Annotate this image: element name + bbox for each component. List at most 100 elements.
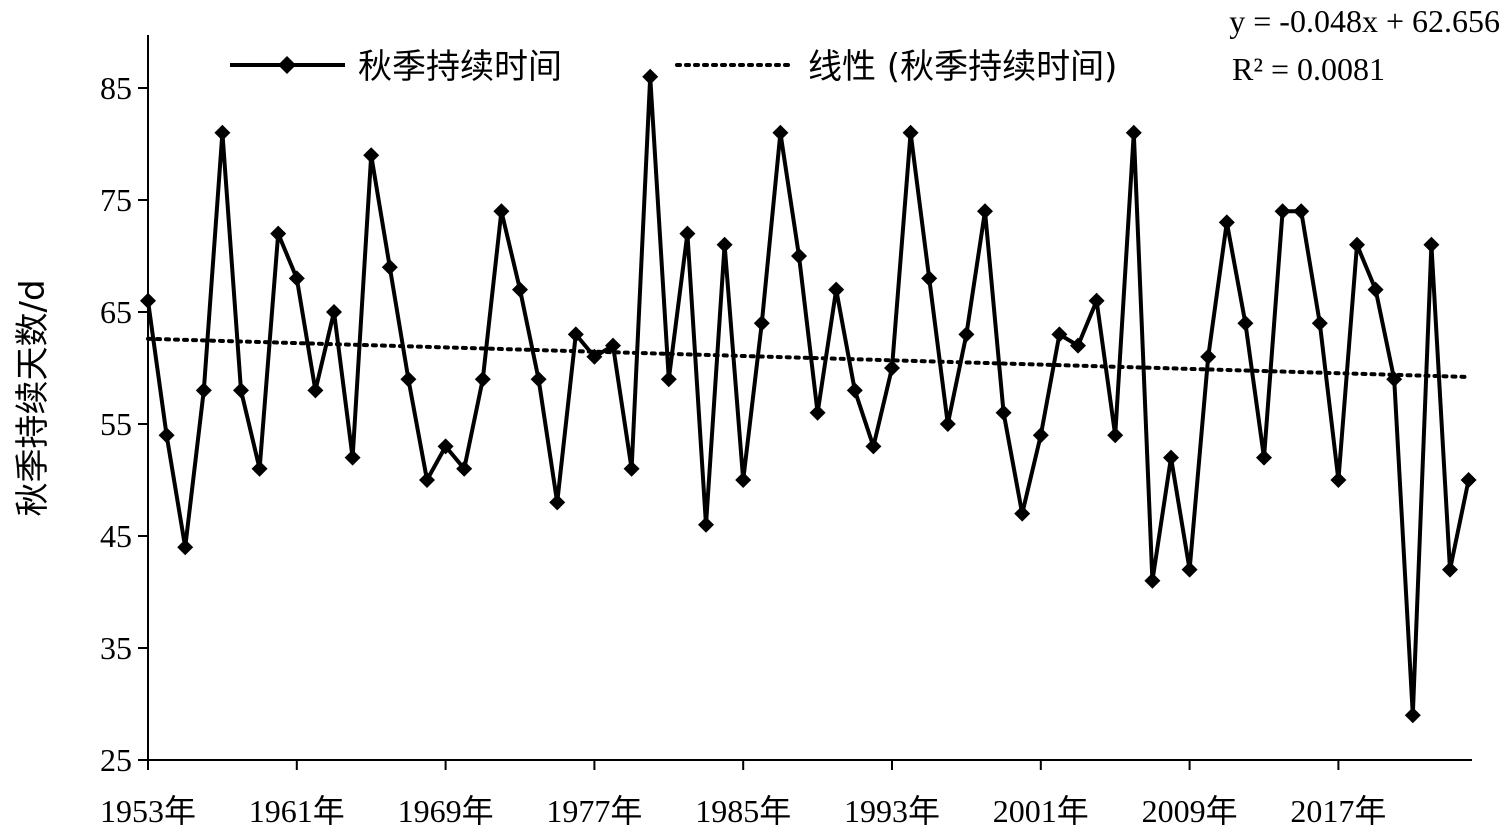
y-tick-label: 55	[100, 406, 132, 442]
data-point-1970	[456, 460, 473, 477]
data-point-2016	[1311, 315, 1328, 332]
data-point-1981	[660, 371, 677, 388]
data-point-2003	[1070, 337, 1086, 354]
y-tick-label: 45	[100, 518, 132, 554]
data-point-2013	[1256, 449, 1272, 466]
data-point-2020	[1386, 371, 1403, 388]
data-point-1965	[363, 147, 380, 164]
data-point-1980	[642, 68, 659, 85]
data-point-2012	[1237, 315, 1254, 332]
data-point-2006	[1125, 124, 1142, 141]
data-point-1986	[753, 315, 770, 332]
data-point-1955	[177, 539, 194, 556]
data-point-1974	[530, 371, 547, 388]
data-point-2007	[1144, 572, 1161, 589]
data-point-1956	[195, 382, 212, 399]
y-tick-label: 35	[100, 630, 132, 666]
data-point-1987	[772, 124, 789, 141]
y-tick-label: 65	[100, 294, 132, 330]
x-tick-label: 1953年	[100, 793, 196, 829]
x-tick-label: 1961年	[249, 793, 345, 829]
data-point-2019	[1367, 281, 1384, 298]
data-point-1954	[158, 427, 175, 444]
data-point-1953	[140, 292, 156, 309]
data-point-2002	[1051, 326, 1068, 343]
data-point-2022	[1423, 236, 1440, 253]
series-line	[146, 76, 1471, 716]
data-point-2004	[1088, 292, 1105, 309]
y-ticks: 25 35 45 55 65 75 85	[100, 70, 148, 778]
data-point-1962	[307, 382, 324, 399]
data-point-2017	[1330, 472, 1347, 488]
x-tick-label: 1977年	[546, 793, 642, 829]
data-point-1968	[419, 472, 435, 488]
data-point-1983	[698, 516, 714, 533]
data-point-1988	[791, 248, 807, 264]
data-point-1982	[679, 225, 696, 242]
data-point-1995	[921, 270, 938, 287]
data-point-1961	[288, 270, 305, 287]
data-point-1972	[493, 203, 510, 220]
x-tick-label: 1993年	[844, 793, 940, 829]
data-point-1976	[567, 326, 584, 343]
x-tick-label: 2017年	[1290, 793, 1386, 829]
legend-label-series: 秋季持续时间	[358, 47, 562, 87]
data-point-2015	[1293, 203, 1310, 220]
data-point-1957	[214, 124, 231, 141]
data-point-1964	[344, 449, 361, 466]
data-point-1969	[437, 438, 454, 455]
data-point-1994	[902, 124, 919, 141]
data-point-1975	[549, 494, 566, 511]
data-point-1977	[586, 348, 603, 365]
data-point-1967	[400, 371, 417, 388]
data-point-1999	[995, 404, 1012, 421]
data-point-2021	[1404, 707, 1421, 724]
y-axis-title: 秋季持续天数/d	[13, 279, 53, 516]
data-point-1978	[605, 337, 621, 354]
data-point-2010	[1200, 348, 1217, 365]
data-point-1992	[865, 438, 882, 455]
x-ticks: 1953年 1961年 1969年 1977年 1985年 1993年 2001年 2009年…	[100, 760, 1386, 829]
data-point-1960	[270, 225, 287, 242]
data-point-1984	[716, 236, 733, 253]
legend-label-trend: 线性 (秋季持续时间)	[808, 47, 1117, 87]
y-tick-label: 75	[100, 182, 132, 218]
trend-equation: y = -0.048x + 62.656	[1229, 3, 1500, 39]
data-point-1959	[251, 460, 268, 477]
data-point-1973	[512, 281, 528, 298]
x-tick-label: 1969年	[398, 793, 494, 829]
data-point-1998	[977, 203, 993, 220]
y-tick-label: 25	[100, 742, 132, 778]
trendline	[146, 336, 1471, 379]
data-point-1990	[828, 281, 845, 298]
data-point-2024	[1460, 472, 1477, 488]
legend: 秋季持续时间 线性 (秋季持续时间)	[230, 47, 1117, 87]
data-point-2005	[1107, 427, 1124, 444]
y-tick-label: 85	[100, 70, 132, 106]
data-point-2008	[1163, 449, 1179, 466]
data-point-1985	[735, 472, 752, 488]
data-point-1966	[381, 259, 398, 276]
x-tick-label: 1985年	[695, 793, 791, 829]
data-point-1963	[326, 304, 342, 320]
data-point-2011	[1218, 214, 1235, 231]
data-point-1991	[846, 382, 863, 399]
x-tick-label: 2009年	[1142, 793, 1238, 829]
data-point-2009	[1181, 561, 1198, 578]
series-layer	[140, 68, 1477, 724]
trend-r-squared: R² = 0.0081	[1232, 51, 1385, 87]
data-point-2023	[1442, 561, 1458, 578]
data-point-2000	[1014, 505, 1031, 522]
data-point-1993	[884, 360, 900, 376]
data-point-1989	[809, 404, 826, 421]
data-point-1979	[623, 460, 640, 477]
data-point-2001	[1032, 427, 1049, 444]
legend-diamond-marker	[278, 56, 296, 74]
data-point-1997	[958, 326, 975, 343]
trendline-layer	[146, 336, 1471, 379]
x-tick-label: 2001年	[993, 793, 1089, 829]
data-point-2014	[1274, 203, 1291, 220]
data-point-2018	[1349, 236, 1365, 253]
data-point-1996	[939, 416, 956, 432]
